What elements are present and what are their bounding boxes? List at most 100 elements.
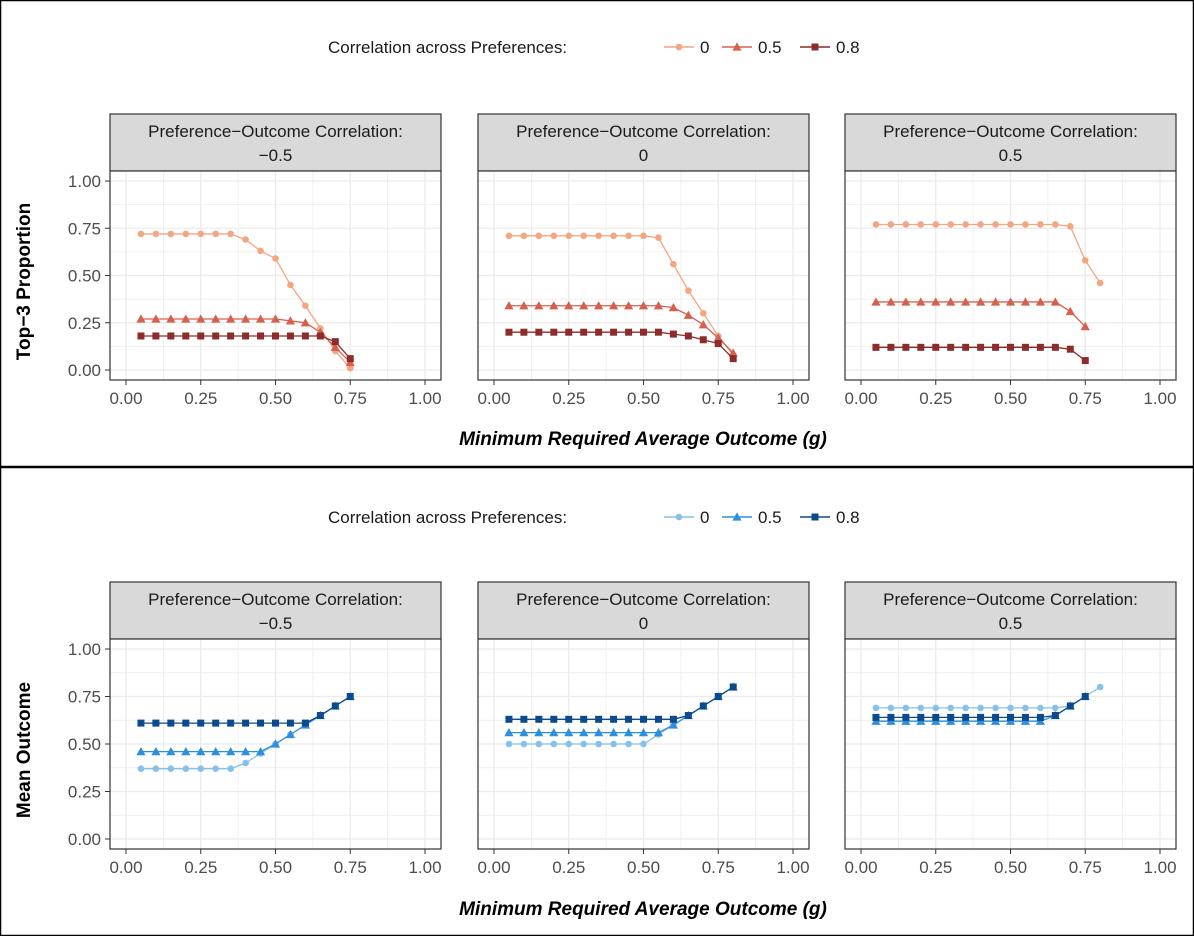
data-point [550, 740, 558, 748]
data-point [579, 301, 589, 310]
data-point [272, 332, 279, 340]
legend: Correlation across Preferences: 0 0.5 0.8 [328, 38, 860, 57]
data-point [242, 719, 250, 727]
data-point [653, 728, 664, 737]
data-point [346, 364, 354, 372]
data-point [549, 301, 559, 310]
data-point [535, 232, 543, 240]
data-point [683, 310, 693, 319]
data-point [520, 328, 528, 336]
data-point [549, 728, 559, 737]
data-point [977, 713, 985, 721]
facet-strip-label: Preference−Outcome Correlation: [883, 590, 1138, 609]
data-point [1066, 345, 1074, 353]
data-point [151, 747, 161, 756]
data-point [1007, 713, 1014, 721]
data-point [166, 314, 176, 323]
data-point [916, 297, 926, 306]
data-point [961, 297, 971, 306]
data-point [1005, 297, 1016, 306]
y-tick-label: 1.00 [68, 172, 101, 191]
data-point [729, 355, 737, 363]
series-3 [137, 693, 354, 727]
y-tick-label: 0.50 [68, 735, 101, 754]
y-tick-label: 0.25 [68, 314, 101, 333]
data-point [698, 320, 708, 329]
facet-strip-value: 0.5 [999, 146, 1023, 165]
data-point [519, 728, 529, 737]
data-point [241, 314, 251, 323]
data-point [226, 314, 236, 323]
data-point [670, 260, 677, 268]
facet-panel: Preference−Outcome Correlation: 0.5 0.00 0.… [844, 581, 1177, 877]
data-point [1022, 221, 1029, 228]
data-point [580, 328, 588, 336]
data-point [623, 301, 634, 310]
legend-key-marker [675, 513, 683, 521]
data-point [1067, 223, 1074, 230]
legend: Correlation across Preferences: 0 0.5 0.8 [328, 508, 860, 527]
data-point [1037, 704, 1044, 712]
legend-item: 0.8 [800, 508, 860, 527]
facet-panel: Preference−Outcome Correlation: −0.5 0.00 0… [109, 113, 442, 408]
data-point [931, 297, 941, 306]
data-point [609, 301, 619, 310]
data-point [212, 230, 219, 238]
legend-item: 0 [664, 508, 709, 527]
facet-strip-label: Preference−Outcome Correlation: [883, 122, 1138, 141]
data-point [564, 728, 574, 737]
data-point [699, 702, 707, 710]
data-point [1036, 343, 1044, 351]
x-tick-label: 0.50 [259, 858, 292, 877]
data-point [1051, 343, 1059, 351]
data-point [580, 232, 587, 240]
data-point [872, 343, 880, 351]
data-point [534, 728, 544, 737]
data-point [668, 720, 678, 729]
data-point [1051, 712, 1059, 719]
data-point [242, 759, 249, 767]
data-point [1081, 357, 1089, 365]
legend-label: 0 [700, 508, 709, 527]
data-point [947, 343, 955, 351]
x-tick-label: 0.75 [702, 858, 735, 877]
data-point [212, 332, 220, 340]
series-2 [136, 314, 355, 367]
data-point [992, 704, 999, 712]
series-3 [872, 693, 1089, 721]
legend-title: Correlation across Preferences: [328, 38, 567, 57]
data-point [1035, 297, 1045, 306]
series-1 [872, 221, 1104, 287]
data-point [287, 281, 294, 289]
data-point [316, 712, 324, 719]
facet-panel: Preference−Outcome Correlation: 0 0.00 0.25… [477, 113, 810, 408]
data-point [625, 715, 633, 723]
x-tick-label: 0.25 [552, 858, 585, 877]
data-point [917, 704, 925, 712]
data-point [638, 728, 649, 737]
data-point [137, 230, 145, 238]
data-point [887, 704, 895, 712]
data-point [947, 704, 954, 712]
x-tick-label: 0.00 [844, 389, 877, 408]
data-point [1065, 306, 1075, 316]
data-point [902, 221, 910, 228]
y-tick-label: 0.00 [68, 361, 101, 380]
data-point [565, 328, 573, 336]
x-tick-label: 0.00 [477, 858, 510, 877]
data-point [197, 230, 205, 238]
data-point [872, 704, 880, 712]
x-tick-label: 1.00 [776, 389, 809, 408]
y-axis-title: Top−3 Proportion [14, 203, 35, 360]
data-point [167, 719, 175, 727]
data-point [272, 719, 279, 727]
data-point [669, 330, 677, 338]
data-point [699, 336, 707, 344]
data-point [594, 728, 604, 737]
data-point [152, 719, 160, 727]
facet-strip-value: 0 [639, 146, 648, 165]
data-point [962, 704, 969, 712]
legend-key-marker [732, 42, 742, 51]
data-point [1050, 297, 1060, 306]
x-tick-label: 0.00 [844, 858, 877, 877]
